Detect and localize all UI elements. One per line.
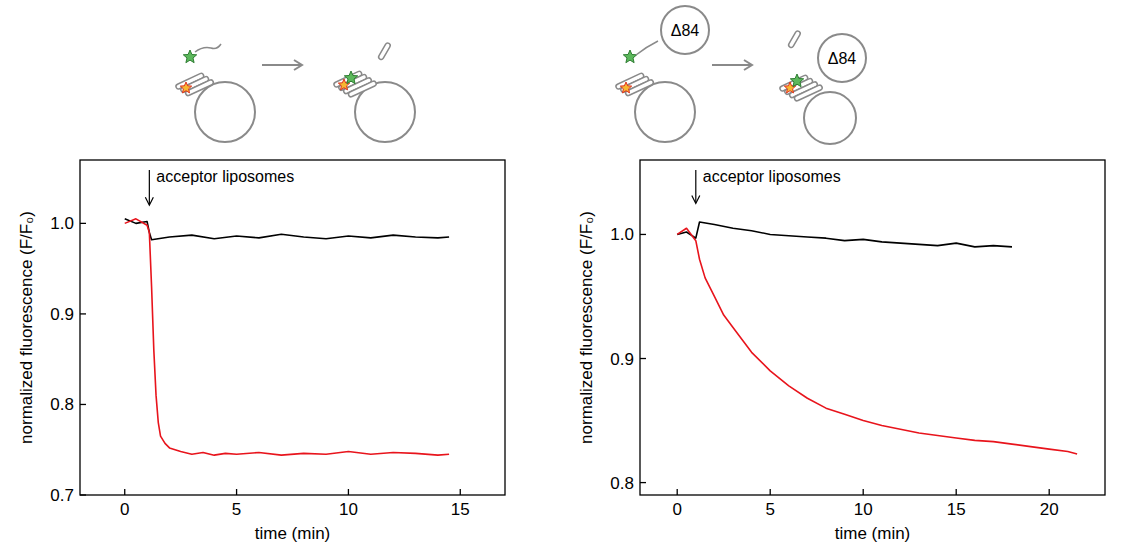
annotation-arrow [695, 170, 696, 202]
annotation-arrowhead [692, 195, 700, 203]
panel: 0 5 10 15 20 0.8 0.9 1.0 time (min) normalized fl… [577, 160, 1105, 543]
x-tick-label: 5 [232, 500, 241, 519]
y-tick-label: 1.0 [610, 225, 634, 244]
trace [125, 219, 449, 455]
y-axis-title: normalized fluorescence (F/F₀) [577, 211, 596, 444]
x-tick [1049, 489, 1050, 495]
schematic-arrow [262, 64, 302, 66]
annotation: acceptor liposomes [703, 168, 841, 185]
x-tick [348, 489, 349, 495]
y-tick [80, 223, 86, 224]
x-tick [236, 489, 237, 495]
y-tick-label: 0.8 [50, 395, 74, 414]
series-group [677, 222, 1077, 454]
fluorophore [344, 71, 357, 84]
fluorophore [620, 82, 631, 93]
tether [636, 41, 658, 55]
protein-helix [794, 84, 823, 101]
liposome [804, 92, 856, 144]
schematic-label: Δ84 [671, 22, 700, 39]
y-tick [80, 404, 86, 405]
y-axis-title: normalized fluorescence (F/F₀) [17, 211, 36, 444]
x-tick-label: 15 [451, 500, 470, 519]
schematic-label: Δ84 [828, 50, 857, 67]
liposome [661, 6, 709, 54]
y-tick [80, 494, 86, 495]
fluorophore [623, 50, 636, 63]
plot-frame [640, 160, 1105, 495]
liposome [818, 34, 866, 82]
fluorophore [183, 50, 196, 63]
fluorophore [180, 82, 191, 93]
x-tick-label: 20 [1040, 500, 1059, 519]
x-tick-label: 15 [947, 500, 966, 519]
y-tick-label: 0.7 [50, 486, 74, 505]
cleaved-peptide [788, 30, 801, 48]
annotation-arrowhead [145, 197, 153, 205]
annotation-arrow [149, 170, 150, 204]
x-tick [770, 489, 771, 495]
panel: 0 5 10 15 0.7 0.8 0.9 1.0 time (min) normalized f… [17, 160, 505, 543]
trace [677, 222, 1012, 247]
y-tick-label: 1.0 [50, 214, 74, 233]
schematic-arrowhead [744, 60, 752, 70]
y-tick-label: 0.9 [610, 350, 634, 369]
trace [677, 228, 1077, 454]
x-tick [863, 489, 864, 495]
y-tick-label: 0.9 [50, 305, 74, 324]
cleaved-peptide [378, 42, 391, 60]
x-axis-title: time (min) [835, 524, 911, 543]
x-tick [956, 489, 957, 495]
y-tick-label: 0.8 [610, 474, 634, 493]
y-tick [640, 482, 646, 483]
x-axis-title: time (min) [255, 524, 331, 543]
series-group [125, 219, 449, 455]
tether [195, 44, 221, 52]
x-tick-label: 10 [854, 500, 873, 519]
x-tick-label: 5 [765, 500, 774, 519]
annotation: acceptor liposomes [156, 168, 294, 185]
fluorophore [790, 74, 803, 87]
liposome [195, 82, 255, 142]
x-tick [460, 489, 461, 495]
x-tick-label: 0 [120, 500, 129, 519]
protein-helix [348, 80, 377, 97]
y-tick [80, 313, 86, 314]
y-tick [640, 234, 646, 235]
liposome [635, 82, 695, 142]
x-tick [677, 489, 678, 495]
x-tick-label: 0 [672, 500, 681, 519]
schematic-arrow [712, 64, 752, 66]
y-tick [640, 358, 646, 359]
schematics: Δ84 Δ84 [175, 6, 866, 144]
x-tick-label: 10 [339, 500, 358, 519]
trace [125, 219, 449, 240]
plot-frame [80, 160, 505, 495]
schematic-arrowhead [294, 60, 302, 70]
figure: 0 5 10 15 0.7 0.8 0.9 1.0 time (min) normalized f… [0, 0, 1125, 554]
x-tick [124, 489, 125, 495]
